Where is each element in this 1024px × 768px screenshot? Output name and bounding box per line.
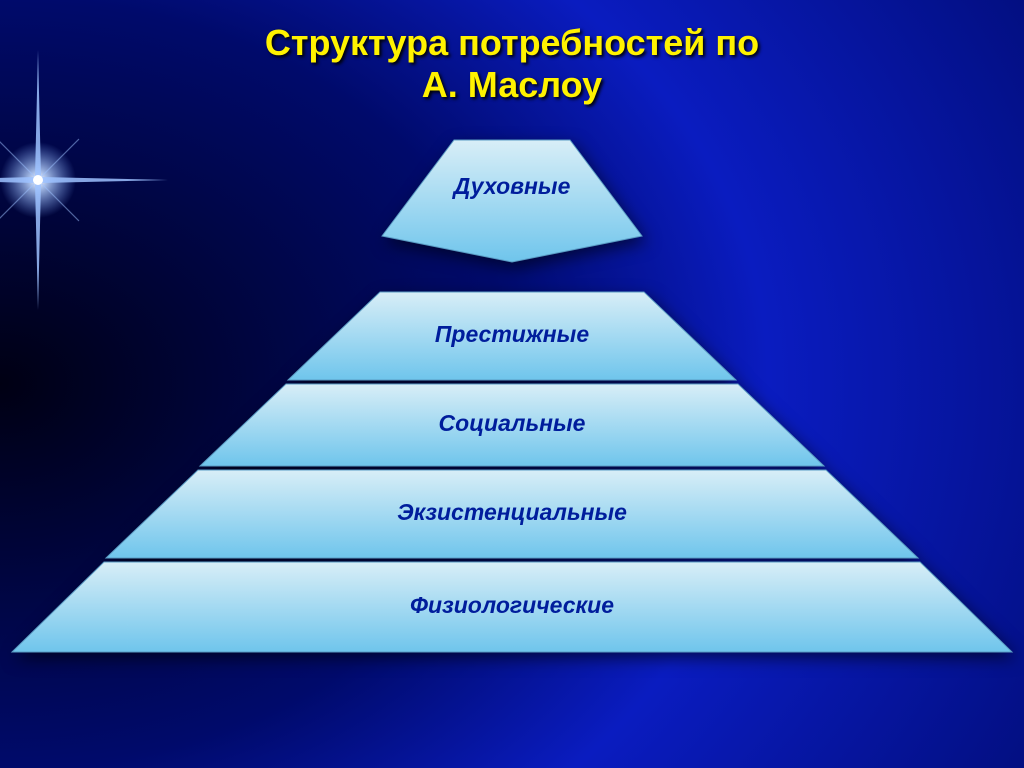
pyramid-apex [382, 140, 642, 262]
title-line-1: Структура потребностей по [265, 22, 759, 63]
pyramid-level-3-label: Экзистенциальные [397, 499, 627, 525]
title-line-2: А. Маслоу [422, 64, 602, 105]
pyramid-level-4-label: Физиологические [410, 592, 614, 618]
slide-root: Структура потребностей по А. Маслоу Духо… [0, 0, 1024, 768]
pyramid-apex-label: Духовные [452, 173, 571, 199]
slide-title: Структура потребностей по А. Маслоу [0, 22, 1024, 107]
pyramid-level-1-label: Престижные [435, 321, 589, 347]
maslow-pyramid: Духовные Престижные Социальные Экзистенциал… [0, 138, 1024, 667]
content-layer: Структура потребностей по А. Маслоу Духо… [0, 0, 1024, 768]
pyramid-svg: Духовные Престижные Социальные Экзистенциал… [0, 138, 1024, 662]
pyramid-level-2-label: Социальные [439, 410, 586, 436]
